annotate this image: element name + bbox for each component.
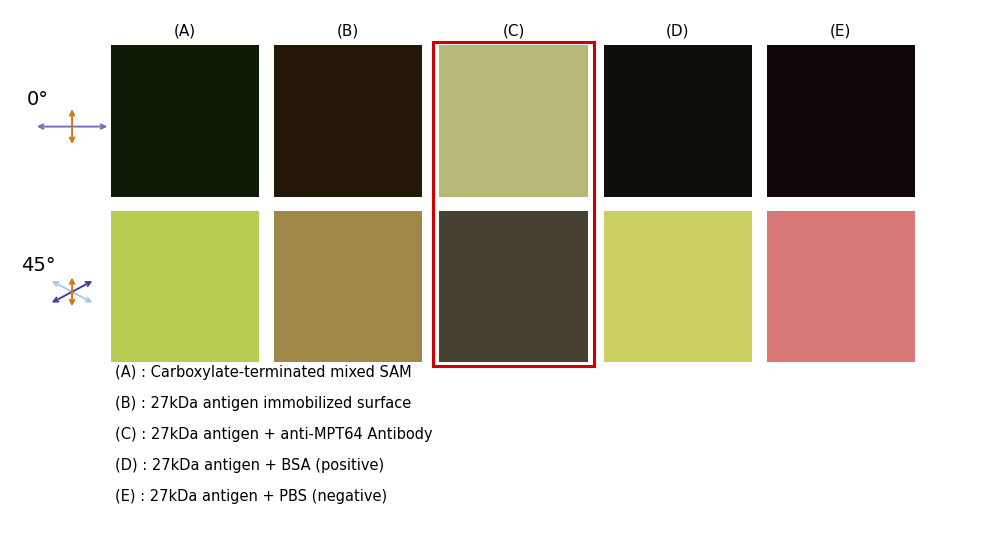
Text: 45°: 45° [21, 256, 55, 274]
Text: (D) : 27kDa antigen + BSA (positive): (D) : 27kDa antigen + BSA (positive) [115, 458, 384, 473]
Bar [111, 211, 259, 362]
Bar [767, 45, 915, 197]
Text: (C): (C) [503, 24, 525, 39]
Text: 0°: 0° [27, 91, 49, 109]
Text: (C) : 27kDa antigen + anti-MPT64 Antibody: (C) : 27kDa antigen + anti-MPT64 Antibod… [115, 427, 432, 442]
Text: (E): (E) [830, 24, 852, 39]
Bar [439, 45, 588, 197]
Bar [604, 211, 752, 362]
Bar [439, 211, 588, 362]
Bar [604, 45, 752, 197]
Bar [274, 45, 422, 197]
Text: (D): (D) [666, 24, 690, 39]
Bar [433, 42, 594, 366]
Text: (B) : 27kDa antigen immobilized surface: (B) : 27kDa antigen immobilized surface [115, 396, 411, 411]
Text: (A): (A) [174, 24, 196, 39]
Bar [767, 211, 915, 362]
Text: (E) : 27kDa antigen + PBS (negative): (E) : 27kDa antigen + PBS (negative) [115, 489, 387, 504]
Text: (A) : Carboxylate-terminated mixed SAM: (A) : Carboxylate-terminated mixed SAM [115, 365, 411, 380]
Text: (B): (B) [337, 24, 359, 39]
Bar [111, 45, 259, 197]
Bar [274, 211, 422, 362]
